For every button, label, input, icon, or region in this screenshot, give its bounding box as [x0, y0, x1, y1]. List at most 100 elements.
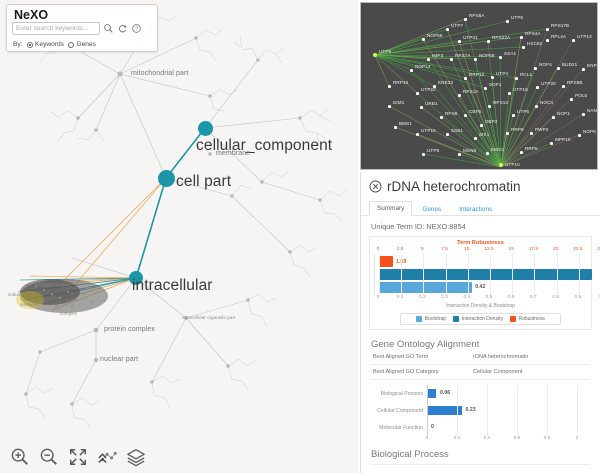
ontology-label-nuclear-part: nuclear part: [100, 356, 139, 363]
gene-node: [458, 94, 461, 97]
search-by-genes[interactable]: Genes: [67, 41, 96, 48]
gene-node: [464, 114, 467, 117]
grid-line: [487, 385, 488, 402]
search-by-row[interactable]: By: Keywords Genes: [13, 41, 96, 48]
search-panel[interactable]: NeXO ? By: Keywords: [6, 4, 158, 52]
gene-node: [522, 46, 525, 49]
tab-genes[interactable]: Genes: [422, 206, 442, 213]
layers-icon[interactable]: [126, 447, 146, 467]
detail-header: rDNA heterochromatin: [361, 172, 600, 197]
gene-label: SSB1: [451, 128, 464, 133]
gobar-plot-biological-process: 0.06: [427, 385, 592, 402]
grid-line: [487, 402, 488, 419]
detail-tabs[interactable]: Summary Genes Interactions: [361, 197, 600, 216]
gene-label: UTP10: [505, 162, 520, 167]
search-icon[interactable]: [103, 23, 114, 34]
grid-line: [401, 254, 403, 295]
go-row-term-key: Best Aligned GO Term: [373, 354, 429, 360]
grid-line: [547, 385, 548, 402]
gene-label: RRP12: [469, 72, 485, 77]
ontology-graph[interactable]: [0, 0, 358, 473]
term-detail-panel[interactable]: rDNA heterochromatin Summary Genes Inter…: [360, 172, 600, 473]
grid-line: [577, 402, 578, 419]
search-by-keywords[interactable]: Keywords: [26, 41, 64, 48]
gobar-baseline: [427, 402, 428, 419]
gene-label: SSA1: [504, 51, 517, 56]
axis-tick: 0.9: [574, 295, 582, 300]
legend-robustness-label: Robustness: [518, 316, 545, 322]
gene-label: CBF5: [469, 109, 482, 114]
grid-line: [512, 254, 514, 295]
gene-label: RRP9: [511, 127, 524, 132]
legend-bootstrap: Bootstrap: [416, 316, 446, 322]
gene-node: [520, 151, 523, 154]
gene-node: [546, 28, 549, 31]
gene-label: MPP10: [555, 137, 571, 142]
gene-node: [440, 116, 443, 119]
robustness-bottom-axis: 0 0.1 0.2 0.3 0.4 0.5 0.6 0.7 0.8 0.9 1: [374, 295, 600, 302]
tab-interactions[interactable]: Interactions: [459, 206, 493, 213]
gene-node: [474, 137, 477, 140]
gobar-plot-cellular-component: 0.23: [427, 402, 592, 419]
node-cell-part[interactable]: [158, 170, 175, 187]
legend-bootstrap-label: Bootstrap: [424, 316, 447, 322]
grid-line: [517, 385, 518, 402]
ontology-label-intracellular-organelle-part: intracellular organelle part: [182, 315, 236, 320]
axis-tick: 22.5: [573, 247, 583, 252]
collapse-network-icon[interactable]: [97, 447, 117, 467]
radio-keywords-label: Keywords: [35, 41, 64, 48]
gene-label: NOP6: [583, 129, 596, 134]
ontology-label-cluster-protein-complex: protein complex: [38, 282, 71, 287]
gene-node: [474, 58, 477, 61]
axis-tick: 10: [464, 247, 470, 252]
grid-line: [467, 254, 469, 295]
help-icon[interactable]: ?: [131, 23, 142, 34]
brown-edges: [374, 18, 584, 168]
gene-network-panel[interactable]: RPS8A UTP6 UTP7 RPS17B NOP56 UTP21 RPS22A RPS4A…: [360, 2, 598, 170]
gene-node: [464, 18, 467, 21]
legend-swatch-interaction-density: [453, 316, 460, 322]
ontology-network-panel[interactable]: cellular_component cell part intracellul…: [0, 0, 358, 473]
radio-genes-label: Genes: [76, 41, 96, 48]
grid-line: [490, 254, 491, 295]
gene-label: RPS13: [493, 100, 509, 105]
gene-node: [512, 114, 515, 117]
axis-tick: 17.5: [528, 247, 539, 252]
gene-node: [578, 134, 581, 137]
gene-label: RPS1A: [463, 89, 479, 94]
legend-robustness: Robustness: [509, 316, 545, 322]
node-cellular-component[interactable]: [198, 121, 213, 136]
radio-keywords[interactable]: [26, 41, 33, 48]
robustness-chart-title: Term Robustness: [457, 240, 504, 246]
node-intracellular[interactable]: [129, 271, 143, 285]
axis-tick: 0.2: [453, 436, 461, 441]
grid-line: [577, 419, 578, 436]
gene-label: POL5: [575, 93, 588, 98]
close-icon[interactable]: [369, 180, 382, 193]
search-row[interactable]: ?: [12, 22, 142, 35]
tab-summary[interactable]: Summary: [369, 201, 413, 216]
gene-label: BMS1: [399, 121, 412, 126]
gene-node: [416, 92, 419, 95]
zoom-in-icon[interactable]: [10, 447, 30, 467]
ontology-label-membrane: membrane: [216, 150, 251, 157]
gene-node: [410, 69, 413, 72]
gobar-value-cellular-component: 0.23: [465, 407, 476, 413]
ontology-label-mitochondrial-part: mitochondrial part: [131, 70, 189, 77]
term-title: rDNA heterochromatin: [387, 179, 521, 194]
network-toolbar[interactable]: [0, 441, 358, 473]
gene-label: NOC4: [540, 100, 554, 105]
axis-tick: 5: [421, 247, 424, 252]
refresh-icon[interactable]: [117, 23, 128, 34]
grid-line: [578, 254, 580, 295]
radio-genes[interactable]: [67, 41, 74, 48]
fit-to-screen-icon[interactable]: [68, 447, 88, 467]
axis-tick: 7.5: [441, 247, 448, 252]
gene-label: IMP3: [432, 53, 444, 58]
gene-node: [582, 68, 585, 71]
gene-label: URB1: [425, 101, 438, 106]
bar-bootstrap-value: 0.42: [475, 284, 486, 290]
zoom-out-icon[interactable]: [39, 447, 59, 467]
bar-bootstrap: [379, 282, 473, 293]
search-input[interactable]: [12, 22, 100, 35]
